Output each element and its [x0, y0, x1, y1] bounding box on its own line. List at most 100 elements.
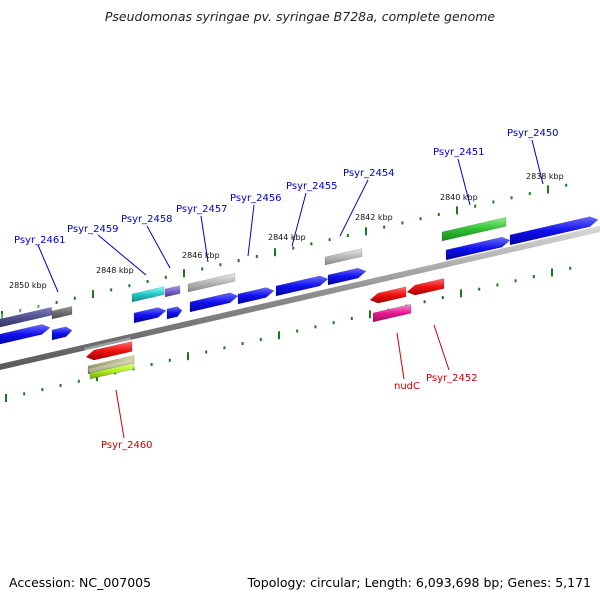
gene-arrow-psyr-2455: [274, 270, 329, 297]
gene-arrow-psyr-2451-body: [445, 236, 511, 261]
gene-label[interactable]: Psyr_2451: [433, 147, 485, 158]
gene-arrow-psyr-2456: [236, 281, 275, 305]
gene-box-psyr-2461-b-lip: [50, 302, 72, 311]
leader-line: [37, 244, 59, 293]
map-title: Pseudomonas syringae pv. syringae B728a,…: [104, 9, 496, 24]
gene-features: [0, 210, 599, 380]
gene-box-psyr-2457-lip: [186, 269, 235, 284]
gene-box-psyr-2459-lip: [130, 282, 164, 294]
gene-arrow-psyr-2454-body: [327, 267, 367, 286]
gene-box-psyr-2458: [163, 281, 181, 298]
gene-arrow-psyr-2459-lip: [132, 301, 166, 313]
gene-box-psyr-2461-b-body: [51, 306, 73, 320]
gene-arrow-nudc-body: [369, 286, 407, 304]
tick-label: 2844 kbp: [268, 233, 306, 242]
gene-box-psyr-2460-b-lip: [88, 358, 134, 373]
gene-arrow-psyr-2450: [508, 210, 599, 246]
gene-arrow-psyr-2455-body: [275, 275, 329, 297]
gene-arrow-psyr-2455-lip: [274, 270, 328, 286]
gene-arrow-psyr-2452-lip: [405, 274, 444, 287]
gene-box-psyr-2458-body: [164, 285, 181, 298]
leader-line: [433, 324, 450, 371]
gene-arrow-psyr-2456-body: [237, 287, 275, 305]
gene-arrow-psyr-2457: [188, 286, 239, 313]
gene-box-psyr-2454: [323, 244, 363, 266]
gene-label[interactable]: Psyr_2460: [101, 440, 153, 451]
tick-label: 2840 kbp: [440, 193, 478, 202]
gene-arrow-psyr-2461: [0, 318, 51, 345]
leader-line: [247, 204, 255, 257]
gene-box-psyr-2451: [440, 213, 507, 242]
gene-label[interactable]: Psyr_2454: [343, 168, 395, 179]
leader-line: [396, 332, 405, 380]
gene-box-psyr-2460-lip: [86, 351, 134, 366]
gene-label[interactable]: nudC: [394, 381, 420, 392]
gene-arrow-psyr-2450-lip: [508, 210, 598, 235]
gene-arrow-psyr-2451-lip: [444, 231, 510, 250]
gene-box-psyr-2461-lip: [0, 303, 52, 320]
gene-arrow-psyr-2450-body: [509, 216, 599, 246]
leader-line: [97, 234, 147, 276]
gene-arrow-psyr-2458: [165, 301, 183, 320]
gene-arrow-psyr-2460-lip: [84, 337, 132, 352]
gene-arrow-psyr-2454-lip: [326, 262, 366, 275]
gene-arrow-psyr-2458-body: [166, 306, 183, 320]
gene-arrow-psyr-2451: [444, 231, 511, 261]
gene-box-nudc: [371, 300, 412, 323]
gene-box-psyr-2461-b: [50, 302, 73, 320]
genome-backbone: [0, 226, 600, 370]
gene-arrow-psyr-2460-fwd-lip: [50, 321, 72, 330]
gene-box-psyr-2460-b-body: [89, 362, 135, 380]
gene-arrow-psyr-2456-lip: [236, 281, 274, 294]
gene-box-psyr-2459-body: [131, 286, 165, 303]
leader-line: [339, 179, 369, 237]
tick-label: 2838 kbp: [526, 172, 564, 181]
leader-line: [200, 215, 209, 263]
gene-arrow-nudc-lip: [368, 282, 406, 295]
gene-label[interactable]: Psyr_2452: [426, 373, 478, 384]
gene-arrow-psyr-2459: [132, 301, 167, 324]
leader-line: [115, 389, 125, 439]
gene-label[interactable]: Psyr_2458: [121, 214, 173, 225]
gene-arrow-psyr-2458-lip: [165, 301, 182, 309]
accession-text: Accession: NC_007005: [9, 575, 152, 590]
leader-line: [457, 158, 471, 206]
gene-box-nudc-lip: [371, 300, 411, 313]
gene-arrow-psyr-2461-body: [0, 324, 51, 345]
gene-label[interactable]: Psyr_2457: [176, 204, 228, 215]
gene-arrow-psyr-2460: [84, 337, 133, 361]
gene-callouts: Psyr_2461Psyr_2459Psyr_2458Psyr_2457Psyr…: [14, 128, 559, 451]
gene-box-psyr-2454-body: [324, 248, 363, 266]
gene-box-psyr-2457-body: [187, 272, 236, 293]
gene-arrow-psyr-2457-lip: [188, 286, 238, 302]
leader-line: [291, 192, 307, 247]
gene-arrow-psyr-2460-fwd-body: [51, 326, 73, 341]
tick-rows: [1, 183, 572, 402]
gene-arrow-psyr-2452-body: [406, 278, 445, 296]
tick-label-group: 2850 kbp 2848 kbp 2846 kbp 2844 kbp 2842 kbp…: [9, 172, 564, 290]
gene-box-psyr-2459: [130, 282, 165, 303]
gene-label[interactable]: Psyr_2455: [286, 181, 338, 192]
gene-box-psyr-2460-b: [88, 358, 135, 380]
gene-box-psyr-2458-lip: [163, 281, 180, 289]
tick-label: 2842 kbp: [355, 213, 393, 222]
gene-arrow-psyr-2460-fwd: [50, 321, 73, 341]
gene-box-psyr-2451-lip: [440, 213, 506, 232]
gene-label[interactable]: Psyr_2461: [14, 235, 66, 246]
leader-line: [531, 139, 544, 185]
gene-arrow-nudc: [368, 282, 407, 304]
leader-line: [146, 225, 171, 269]
gene-arrow-psyr-2452: [405, 274, 445, 296]
gene-box-nudc-body: [372, 303, 412, 323]
gene-label[interactable]: Psyr_2459: [67, 224, 119, 235]
gene-arrow-psyr-2459-body: [133, 307, 167, 324]
gene-box-psyr-2451-body: [441, 216, 507, 242]
gene-label[interactable]: Psyr_2456: [230, 193, 282, 204]
topology-text: Topology: circular; Length: 6,093,698 bp…: [247, 575, 591, 590]
gene-arrow-psyr-2460-body: [85, 341, 133, 361]
gene-box-psyr-2454-lip: [323, 244, 362, 257]
gene-label[interactable]: Psyr_2450: [507, 128, 559, 139]
tick-label: 2846 kbp: [182, 251, 220, 260]
gene-arrow-psyr-2457-body: [189, 292, 239, 313]
